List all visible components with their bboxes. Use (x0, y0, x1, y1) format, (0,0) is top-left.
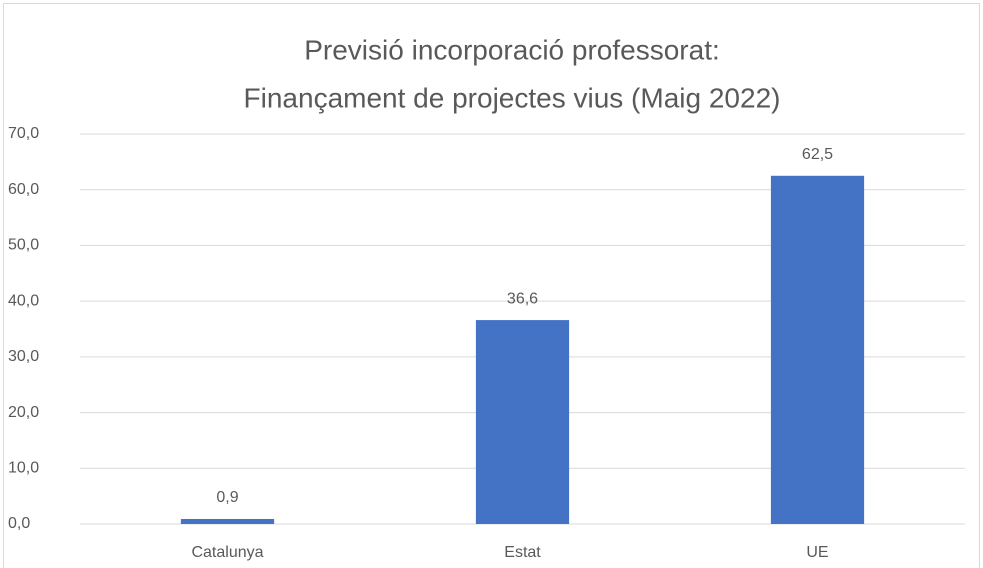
bar (770, 175, 865, 525)
x-tick-label: Catalunya (191, 544, 263, 561)
chart-title: Previsió incorporació professorat: (304, 34, 720, 65)
x-tick-label: Estat (504, 544, 541, 561)
y-tick-label: 50,0 (8, 237, 39, 254)
x-tick-label: UE (806, 544, 828, 561)
data-label: 36,6 (507, 290, 538, 307)
y-tick-label: 70,0 (8, 125, 39, 142)
chart-title: Finançament de projectes vius (Maig 2022… (244, 82, 781, 113)
data-label: 0,9 (216, 489, 238, 506)
bar (180, 518, 275, 524)
y-tick-label: 10,0 (8, 460, 39, 477)
y-tick-label: 30,0 (8, 348, 39, 365)
y-tick-label: 60,0 (8, 181, 39, 198)
data-label: 62,5 (802, 146, 833, 163)
y-tick-label: 0,0 (8, 515, 30, 532)
y-tick-label: 40,0 (8, 292, 39, 309)
bar (475, 320, 570, 524)
y-tick-label: 20,0 (8, 404, 39, 421)
